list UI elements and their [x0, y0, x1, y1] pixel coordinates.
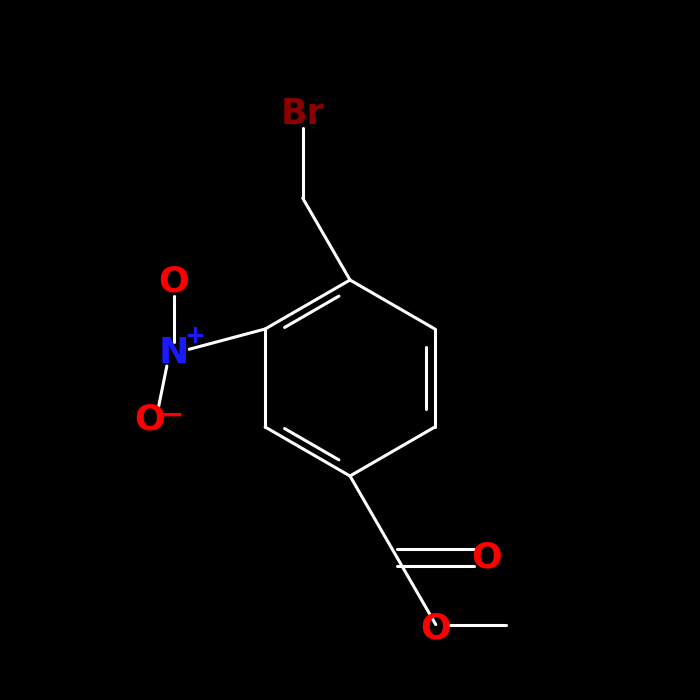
Text: +: + [184, 324, 205, 348]
Text: Br: Br [281, 97, 325, 132]
Text: O: O [134, 402, 165, 436]
Text: −: − [160, 402, 185, 430]
Text: N: N [159, 337, 189, 370]
Text: O: O [472, 541, 502, 575]
Text: O: O [158, 265, 189, 298]
Text: O: O [421, 611, 451, 645]
